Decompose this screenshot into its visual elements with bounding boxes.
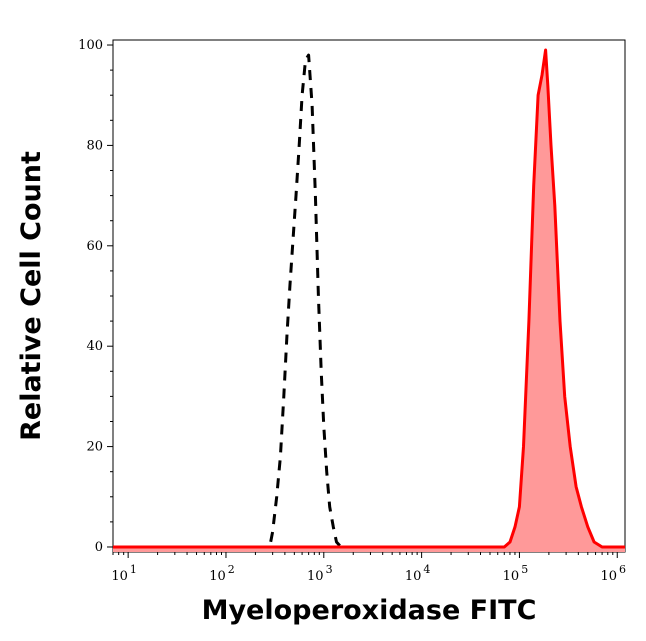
x-tick-label: 10 1: [111, 563, 137, 584]
series-1-line: [113, 48, 625, 549]
x-tick-label: 10 4: [405, 563, 431, 584]
x-tick-label: 10 6: [600, 563, 626, 584]
y-tick-label: 0: [95, 540, 103, 555]
x-axis-title: Myeloperoxidase FITC: [202, 595, 537, 626]
y-tick-label: 80: [86, 138, 103, 153]
y-tick-label: 100: [78, 38, 103, 53]
x-tick-exponent: 3: [326, 563, 333, 576]
y-axis-title: Relative Cell Count: [16, 151, 47, 441]
x-tick-label: 10 5: [503, 563, 529, 584]
x-tick-exponent: 1: [130, 563, 137, 576]
x-tick-label: 10 3: [307, 563, 333, 584]
y-tick-label: 20: [86, 440, 103, 455]
series-1-area: [113, 50, 625, 552]
x-tick-label: 10 2: [209, 563, 235, 584]
series-0-line: [113, 53, 625, 549]
x-tick-exponent: 2: [228, 563, 235, 576]
x-tick-exponent: 4: [423, 563, 430, 576]
x-tick-exponent: 5: [521, 563, 528, 576]
y-tick-label: 40: [86, 339, 103, 354]
x-tick-exponent: 6: [619, 563, 626, 576]
y-tick-label: 60: [86, 239, 103, 254]
